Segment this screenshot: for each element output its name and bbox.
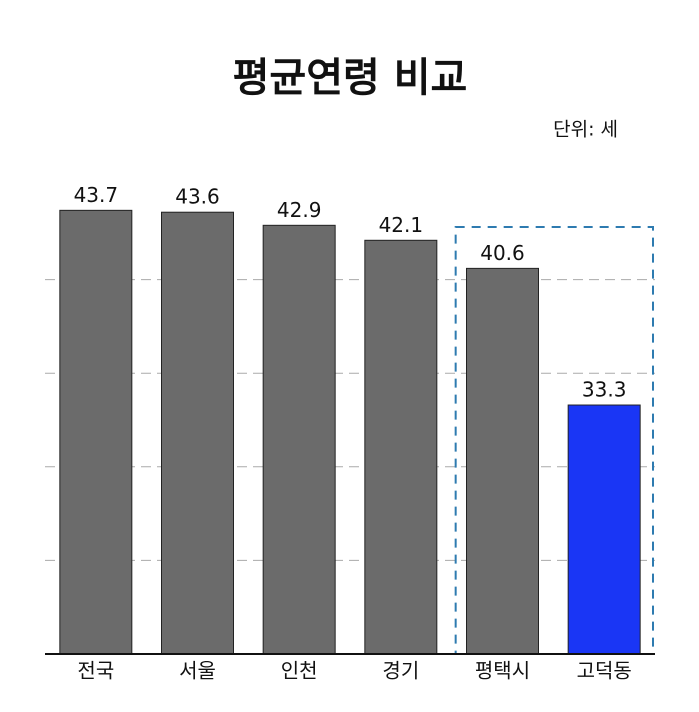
x-tick-label: 전국	[77, 659, 114, 683]
x-tick-label: 경기	[382, 659, 419, 683]
value-label: 40.6	[480, 241, 525, 265]
x-tick-label: 서울	[179, 659, 216, 683]
value-label: 42.1	[379, 213, 424, 237]
bar	[262, 224, 336, 655]
unit-label: 단위: 세	[553, 119, 618, 141]
x-tick-label: 평택시	[475, 659, 530, 683]
bar	[59, 209, 133, 655]
chart-title: 평균연령 비교	[233, 55, 468, 101]
bar	[364, 239, 438, 655]
x-tick-label: 인천	[281, 659, 318, 683]
value-label: 33.3	[582, 378, 627, 402]
bar	[466, 267, 539, 655]
value-label: 43.6	[175, 185, 220, 209]
bar	[161, 211, 234, 655]
bar	[567, 404, 641, 655]
value-label: 42.9	[277, 198, 322, 222]
value-label: 43.7	[74, 183, 119, 207]
x-tick-label: 고덕동	[577, 659, 632, 683]
